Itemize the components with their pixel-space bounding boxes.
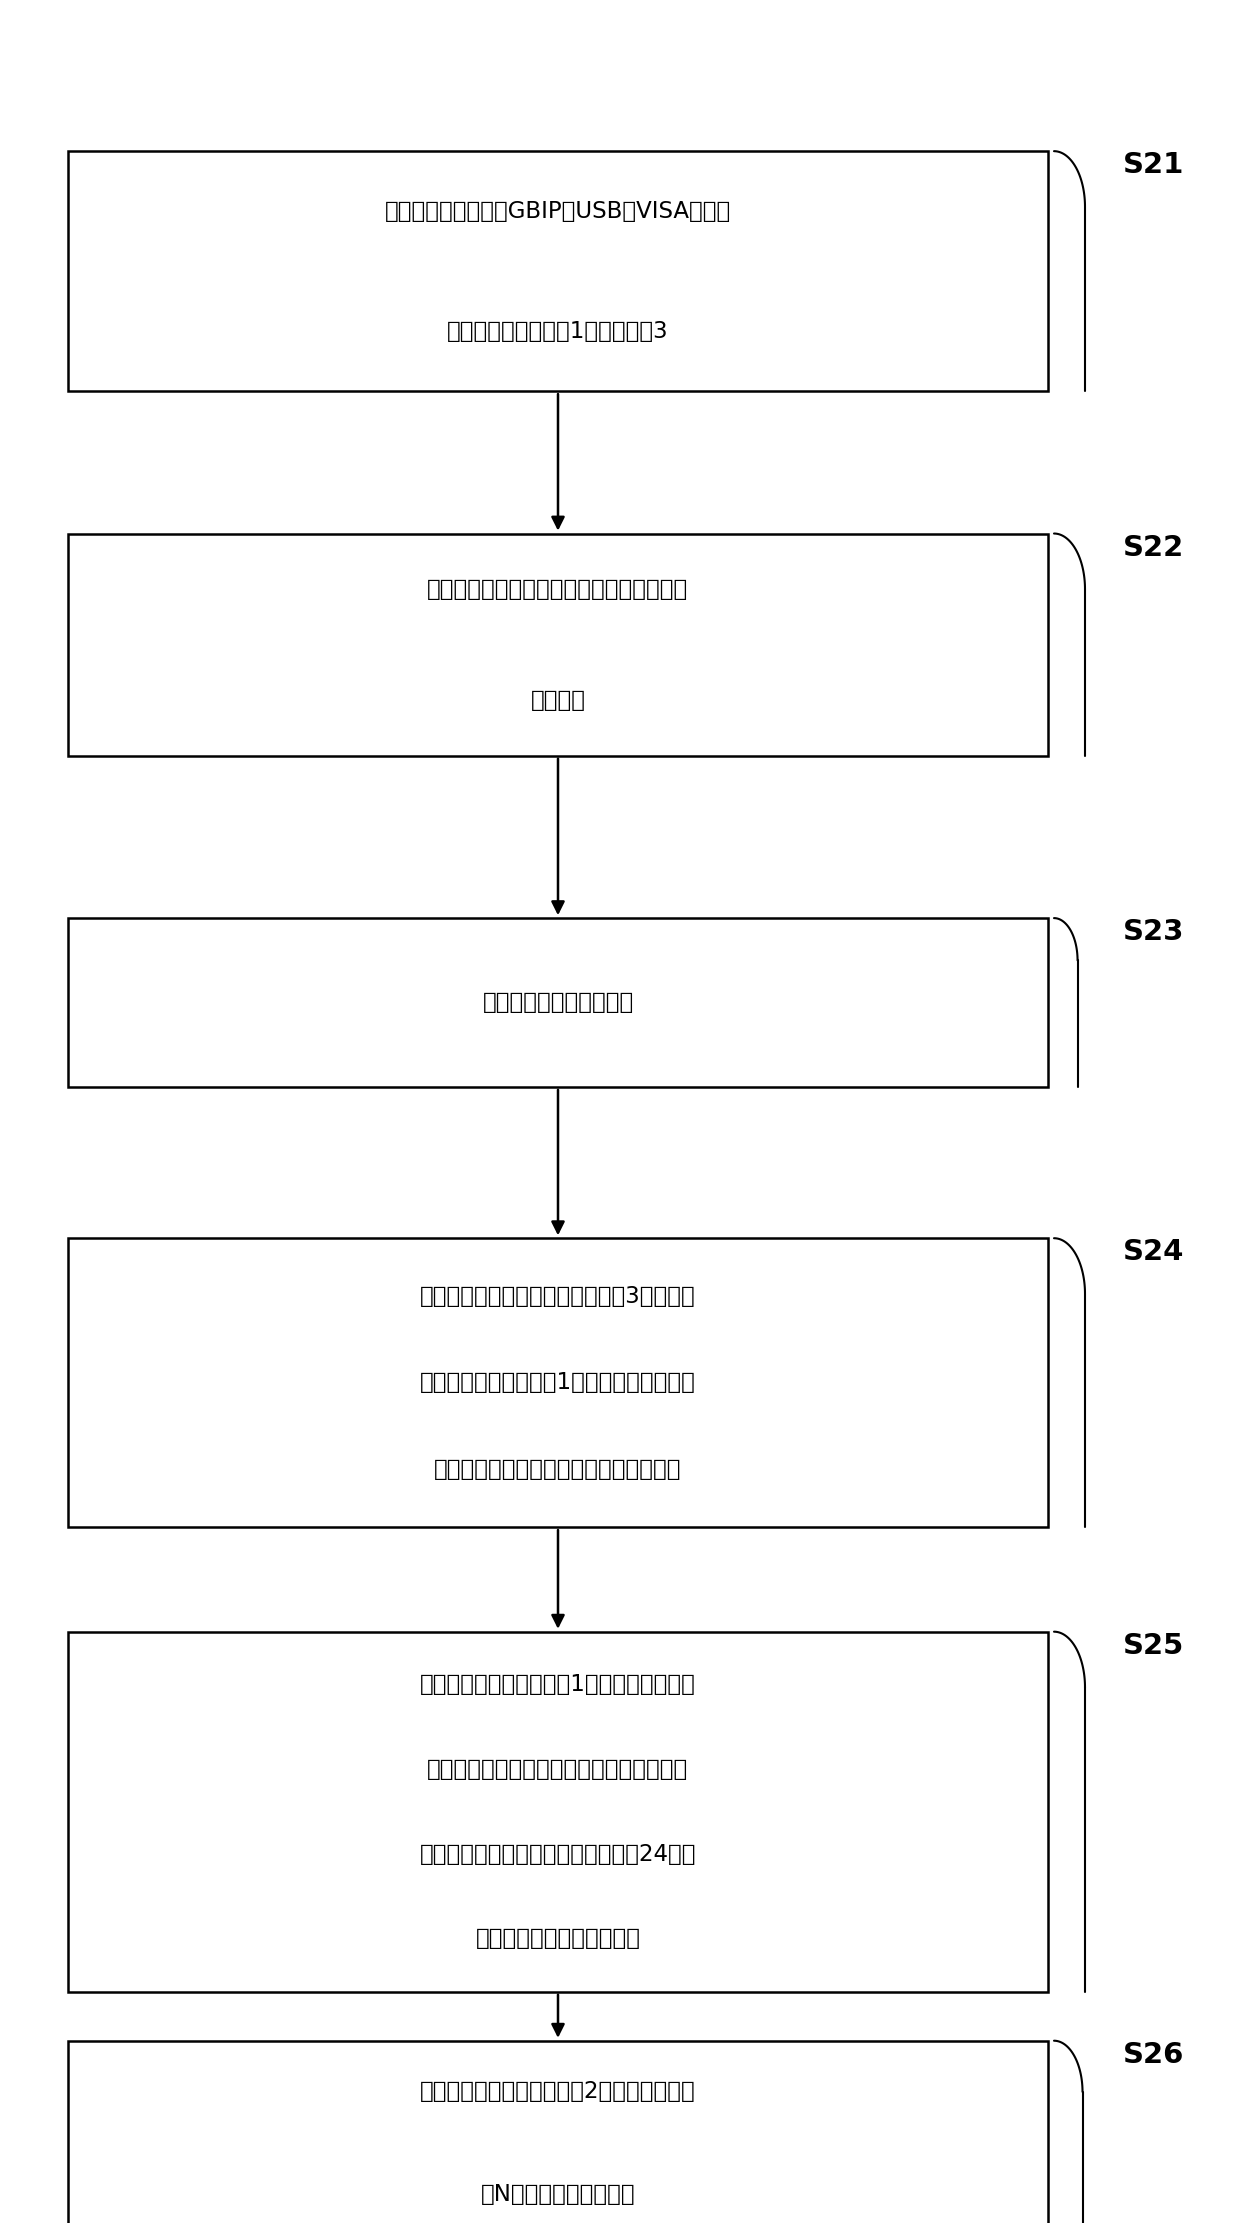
Text: 设置其余校验频率点，重复上述步骤24，直: 设置其余校验频率点，重复上述步骤24，直	[420, 1843, 696, 1865]
Bar	[68, 1632, 1048, 1992]
Text: S24: S24	[1122, 1238, 1184, 1267]
Text: 远程控制信号发生器1和测量单元3: 远程控制信号发生器1和测量单元3	[448, 320, 668, 342]
Text: 虚拟连接: 虚拟连接	[531, 689, 585, 711]
Text: 步进，在起始频率的基础上进行迭代，自动: 步进，在起始频率的基础上进行迭代，自动	[428, 1758, 688, 1781]
Text: S26: S26	[1122, 2041, 1184, 2070]
Bar	[68, 918, 1048, 1087]
Bar	[68, 151, 1048, 391]
Bar	[68, 534, 1048, 756]
Text: S25: S25	[1122, 1632, 1184, 1661]
Text: 到N行两列的校准矩阵表: 到N行两列的校准矩阵表	[481, 2183, 635, 2205]
Text: S21: S21	[1122, 151, 1184, 180]
Text: 开始校准，测试软件根据测量单元3接收到的: 开始校准，测试软件根据测量单元3接收到的	[420, 1285, 696, 1307]
Text: 打开测试软件，采用GBIP、USB或VISA等方式: 打开测试软件，采用GBIP、USB或VISA等方式	[384, 200, 732, 222]
Bar	[68, 2041, 1048, 2223]
Text: 基于测试频率和容性耦合钳2的插入损耗，得: 基于测试频率和容性耦合钳2的插入损耗，得	[420, 2081, 696, 2103]
Text: 测试软件控制信号发生器1，按照设定的频率: 测试软件控制信号发生器1，按照设定的频率	[420, 1674, 696, 1696]
Text: 信号电平与信号发生器1输出的信号电平的差: 信号电平与信号发生器1输出的信号电平的差	[420, 1372, 696, 1394]
Text: 调用校准设置模板，选择相应的单元并进行: 调用校准设置模板，选择相应的单元并进行	[428, 578, 688, 600]
Text: 值，自动计算得出容性耦合钳的修正因子: 值，自动计算得出容性耦合钳的修正因子	[434, 1458, 682, 1481]
Text: S23: S23	[1122, 918, 1184, 947]
Text: 输入校准所需的相关参数: 输入校准所需的相关参数	[482, 991, 634, 1014]
Bar	[68, 1238, 1048, 1527]
Text: 至达到终止频率后停止输出: 至达到终止频率后停止输出	[475, 1927, 641, 1950]
Text: S22: S22	[1122, 534, 1184, 562]
